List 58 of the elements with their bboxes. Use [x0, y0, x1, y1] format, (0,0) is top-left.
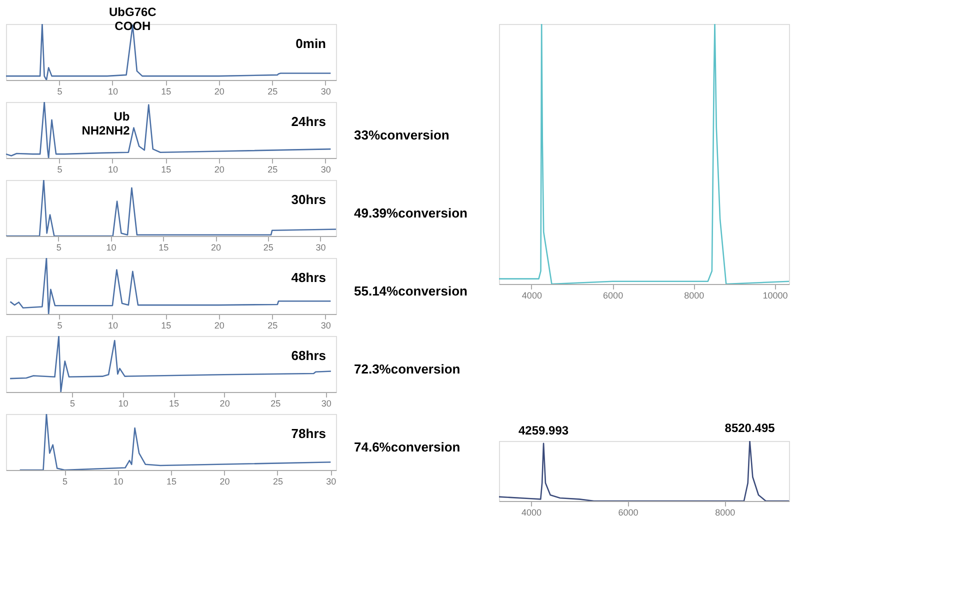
- x-tick-label: 30: [321, 398, 332, 408]
- x-tick-label: 8000: [715, 508, 736, 518]
- x-tick-label: 5: [57, 164, 62, 174]
- x-tick-label: 4000: [522, 290, 542, 300]
- x-tick-label: 25: [270, 398, 281, 408]
- annotation: 78hrs: [291, 426, 326, 441]
- x-tick-label: 30: [316, 242, 326, 252]
- x-tick-label: 25: [268, 164, 278, 174]
- text: 55.14%conversion: [354, 284, 468, 299]
- x-tick-label: 15: [169, 398, 180, 408]
- x-tick-label: 10: [108, 86, 118, 96]
- x-tick-label: 15: [166, 476, 177, 486]
- annotation: 48hrs: [291, 270, 326, 285]
- annotation: Ub NH2NH2: [82, 109, 130, 138]
- annotation: 4259.993: [518, 423, 569, 438]
- x-tick-label: 10: [118, 398, 128, 408]
- annotation: 68hrs: [291, 348, 326, 363]
- x-tick-label: 25: [268, 320, 278, 330]
- x-tick-label: 20: [211, 242, 222, 252]
- x-tick-label: 15: [161, 320, 172, 330]
- x-tick-label: 5: [56, 242, 62, 252]
- x-tick-label: 6000: [618, 508, 638, 518]
- x-tick-label: 30: [326, 476, 336, 486]
- x-tick-label: 5: [70, 398, 76, 408]
- x-tick-label: 10: [113, 476, 124, 486]
- text: 74.6%conversion: [354, 440, 460, 455]
- x-tick-label: 30: [320, 164, 331, 174]
- x-tick-label: 30: [320, 320, 331, 330]
- text: 49.39%conversion: [354, 206, 468, 221]
- x-tick-label: 20: [220, 476, 230, 486]
- x-tick-label: 5: [62, 476, 68, 486]
- annotation: UbG76C COOH: [109, 5, 157, 34]
- x-tick-label: 25: [268, 86, 278, 96]
- x-tick-label: 20: [214, 86, 224, 96]
- x-tick-label: 25: [272, 476, 283, 486]
- x-tick-label: 15: [161, 164, 172, 174]
- annotation: 8520.495: [724, 421, 776, 435]
- x-tick-label: 30: [320, 86, 331, 96]
- text: 33%conversion: [354, 128, 450, 143]
- x-tick-label: 10: [108, 164, 118, 174]
- annotation: 24hrs: [291, 114, 326, 129]
- x-tick-label: 20: [214, 164, 224, 174]
- x-tick-label: 20: [214, 320, 224, 330]
- annotation: 30hrs: [291, 192, 326, 207]
- x-tick-label: 8000: [684, 290, 704, 300]
- x-tick-label: 6000: [603, 290, 624, 300]
- text: 72.3%conversion: [354, 362, 460, 377]
- x-tick-label: 5: [57, 86, 62, 96]
- x-tick-label: 5: [57, 320, 62, 330]
- x-tick-label: 15: [161, 86, 172, 96]
- x-tick-label: 20: [220, 398, 230, 408]
- x-tick-label: 15: [158, 242, 169, 252]
- x-tick-label: 10: [108, 320, 118, 330]
- x-tick-label: 10000: [762, 290, 788, 300]
- annotation: 0min: [296, 36, 326, 51]
- x-tick-label: 4000: [521, 508, 542, 518]
- x-tick-label: 25: [263, 242, 274, 252]
- x-tick-label: 10: [106, 242, 116, 252]
